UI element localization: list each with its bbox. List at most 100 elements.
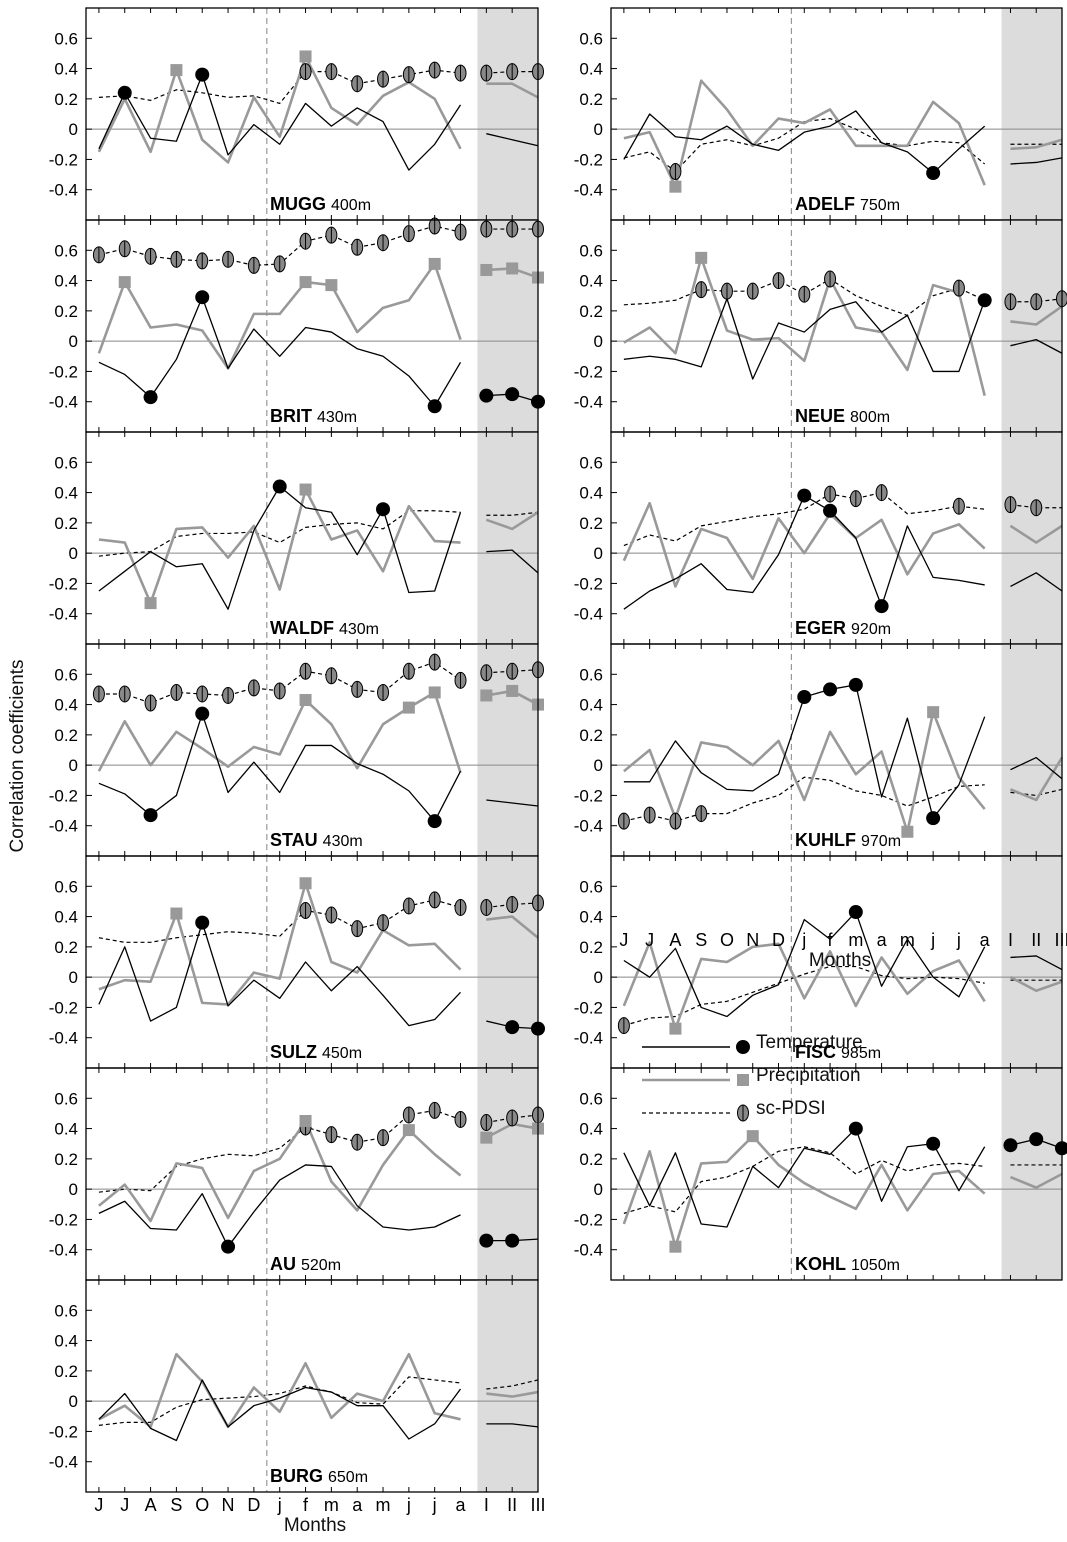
series-scpdsi-line bbox=[623, 117, 986, 173]
site-name: KOHL bbox=[795, 1254, 846, 1274]
x-tick-label: A bbox=[669, 930, 681, 950]
y-tick-label: -0.4 bbox=[49, 605, 78, 624]
panel-frame bbox=[85, 643, 539, 857]
temperature-marker bbox=[874, 599, 889, 614]
x-tick-label: II bbox=[1031, 930, 1041, 950]
pdsi-marker bbox=[247, 679, 260, 697]
pdsi-marker bbox=[746, 282, 759, 300]
site-label: MUGG 400m bbox=[270, 194, 371, 214]
y-tick-label: 0.6 bbox=[54, 877, 78, 896]
pdsi-marker bbox=[402, 225, 415, 243]
site-elevation: 450m bbox=[322, 1045, 362, 1062]
series-temperature-line bbox=[98, 296, 462, 407]
panel-au: 0.6 0.4 0.2 0 -0.2 -0.4 AU 520m bbox=[49, 1067, 544, 1281]
panel-sulz: 0.6 0.4 0.2 0 -0.2 -0.4 SULZ 450m bbox=[49, 855, 545, 1069]
site-label: KUHLF 970m bbox=[795, 830, 901, 850]
precipitation-marker bbox=[428, 257, 441, 270]
x-tick-label: II bbox=[507, 1495, 517, 1515]
panel-frame bbox=[85, 1067, 539, 1281]
series-temperature-line bbox=[623, 1127, 986, 1228]
site-label: KOHL 1050m bbox=[795, 1254, 900, 1274]
pdsi-marker bbox=[351, 75, 364, 93]
temperature-marker bbox=[117, 85, 132, 100]
y-tick-label: 0.2 bbox=[54, 302, 78, 321]
season-shade bbox=[1001, 8, 1062, 220]
site-elevation: 430m bbox=[323, 833, 363, 850]
site-elevation: 970m bbox=[861, 833, 901, 850]
y-tick-label: 0 bbox=[594, 332, 603, 351]
x-tick-label: a bbox=[352, 1495, 363, 1515]
pdsi-marker bbox=[377, 234, 390, 252]
pdsi-marker bbox=[196, 252, 209, 270]
series-precipitation-season-line bbox=[486, 82, 539, 99]
y-tick-label: 0.2 bbox=[579, 938, 603, 957]
pdsi-marker bbox=[351, 238, 364, 256]
temperature-marker bbox=[797, 690, 812, 704]
y-tick-label: 0.2 bbox=[54, 938, 78, 957]
series-temperature-line bbox=[623, 110, 986, 174]
pdsi-marker bbox=[325, 1126, 338, 1144]
series-scpdsi-season-line bbox=[486, 511, 539, 516]
y-tick-label: 0.4 bbox=[579, 272, 603, 291]
series-precipitation-season-line bbox=[485, 511, 539, 531]
y-tick-label: 0.4 bbox=[579, 1120, 603, 1139]
pdsi-marker bbox=[454, 671, 467, 689]
pdsi-marker bbox=[402, 662, 415, 680]
y-tick-label: 0.4 bbox=[54, 696, 78, 715]
series-precipitation-season-line bbox=[486, 915, 539, 939]
precipitation-marker bbox=[299, 276, 312, 289]
site-elevation: 800m bbox=[850, 409, 890, 426]
pdsi-marker bbox=[325, 906, 338, 924]
pdsi-marker bbox=[170, 250, 183, 268]
season-shade bbox=[1001, 432, 1062, 644]
pdsi-marker bbox=[952, 497, 965, 515]
y-tick-label: 0.2 bbox=[579, 726, 603, 745]
pdsi-marker bbox=[170, 683, 183, 701]
x-tick-label: j bbox=[801, 930, 806, 950]
x-tick-label: a bbox=[456, 1495, 467, 1515]
x-tick-label: N bbox=[746, 930, 759, 950]
pdsi-marker bbox=[144, 247, 157, 265]
pdsi-marker bbox=[875, 484, 888, 502]
y-tick-label: 0 bbox=[69, 1180, 78, 1199]
y-tick-label: 0.6 bbox=[579, 241, 603, 260]
pdsi-marker bbox=[643, 806, 656, 824]
x-tick-label: J bbox=[619, 930, 628, 950]
y-tick-label: 0.6 bbox=[54, 1301, 78, 1320]
pdsi-marker bbox=[222, 250, 235, 268]
pdsi-marker bbox=[1004, 496, 1017, 514]
pdsi-marker bbox=[1030, 499, 1043, 517]
y-tick-label: 0 bbox=[594, 968, 603, 987]
pdsi-marker bbox=[952, 279, 965, 297]
y-tick-label: -0.2 bbox=[49, 362, 78, 381]
panel-burg: 0.6 0.4 0.2 0 -0.2 -0.4 BURG 650m bbox=[49, 1279, 539, 1493]
series-precipitation-line bbox=[623, 256, 986, 396]
series-precipitation-line bbox=[98, 881, 462, 1006]
pdsi-marker bbox=[377, 914, 390, 932]
site-name: EGER bbox=[795, 618, 846, 638]
series-scpdsi-season-line bbox=[486, 1379, 539, 1390]
pdsi-marker bbox=[92, 685, 105, 703]
series-precipitation-season-line bbox=[1010, 305, 1063, 326]
site-name: MUGG bbox=[270, 194, 326, 214]
site-name: NEUE bbox=[795, 406, 845, 426]
precipitation-marker bbox=[480, 689, 493, 702]
site-label: ADELF 750m bbox=[795, 194, 900, 214]
pdsi-marker bbox=[798, 285, 811, 303]
series-precipitation-line bbox=[622, 1134, 986, 1248]
pdsi-marker bbox=[144, 694, 157, 712]
panel-frame bbox=[85, 7, 539, 221]
y-axis-label: Correlation coefficients bbox=[7, 659, 28, 853]
y-tick-label: -0.4 bbox=[49, 1453, 78, 1472]
season-shade bbox=[1001, 856, 1062, 1068]
x-tick-label: D bbox=[247, 1495, 260, 1515]
series-precipitation-line bbox=[622, 941, 986, 1030]
temperature-marker bbox=[195, 290, 210, 305]
panel-stau: 0.6 0.4 0.2 0 -0.2 -0.4 STAU 430m bbox=[49, 643, 544, 857]
legend-temperature-symbol bbox=[642, 1040, 750, 1054]
site-name: AU bbox=[270, 1254, 296, 1274]
site-elevation: 985m bbox=[841, 1045, 881, 1062]
pdsi-marker bbox=[669, 812, 682, 830]
legend-entry-precipitation: Precipitation bbox=[630, 1065, 960, 1095]
pdsi-marker bbox=[402, 1106, 415, 1124]
